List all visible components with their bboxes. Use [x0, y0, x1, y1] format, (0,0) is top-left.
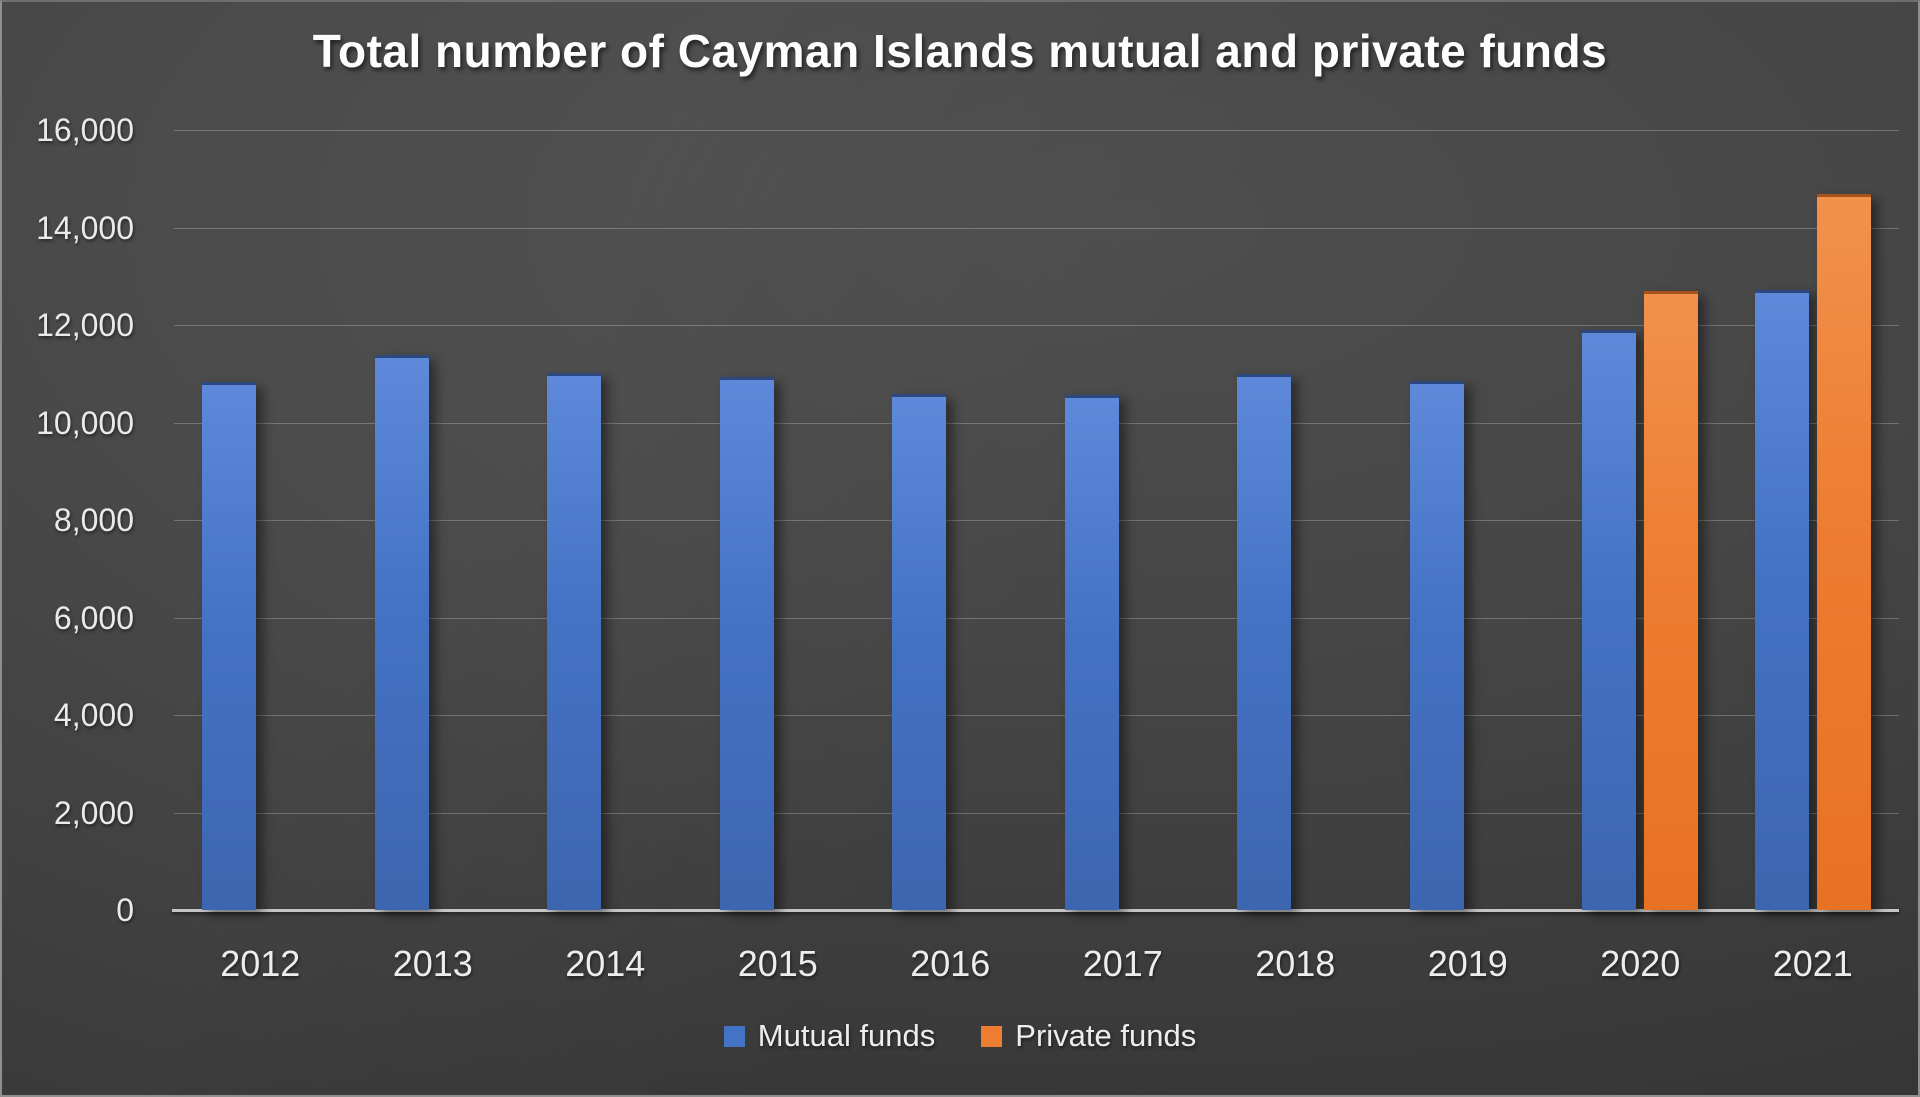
x-axis-label-2020: 2020: [1600, 943, 1681, 984]
gridline-4-000: [174, 715, 1899, 716]
x-axis-label-2018: 2018: [1255, 943, 1336, 984]
bar-mutual-funds-2020: [1582, 330, 1637, 910]
bar-mutual-funds-2021: [1754, 290, 1809, 910]
x-axis-label-2016: 2016: [910, 943, 991, 984]
bar-mutual-funds-2017: [1064, 395, 1119, 910]
y-axis-label-10-000: 10,000: [36, 404, 134, 441]
y-axis-label-12-000: 12,000: [36, 307, 134, 343]
bar-mutual-funds-2013: [374, 355, 429, 910]
x-axis-label-2013: 2013: [392, 943, 473, 984]
bar-mutual-funds-2014: [547, 373, 602, 910]
y-axis-label-4-000: 4,000: [53, 697, 134, 733]
x-axis-label-2012: 2012: [220, 943, 301, 984]
legend-item-private-funds: Private funds: [981, 1018, 1196, 1054]
bar-mutual-funds-2012: [202, 381, 257, 910]
gridline-2-000: [174, 812, 1899, 814]
gridline-10-000: [174, 422, 1899, 424]
gridline-6-000: [174, 617, 1899, 619]
legend-label-mutual-funds: Mutual funds: [757, 1018, 936, 1053]
gridline-12-000: [174, 325, 1899, 326]
y-axis-label-2-000: 2,000: [53, 794, 134, 831]
y-axis-label-8-000: 8,000: [53, 502, 134, 538]
x-axis-label-2017: 2017: [1082, 943, 1163, 984]
bar-mutual-funds-2019: [1409, 380, 1464, 910]
x-axis-label-2021: 2021: [1772, 943, 1853, 984]
x-axis-label-2019: 2019: [1427, 943, 1508, 984]
legend-swatch-icon-private-funds: [981, 1025, 1003, 1047]
y-axis-label-0: 0: [116, 892, 134, 928]
legend: Mutual funds Private funds: [2, 1018, 1918, 1054]
x-axis-label-2015: 2015: [737, 943, 818, 984]
bar-private-funds-2020: [1644, 291, 1699, 910]
chart-title: Total number of Cayman Islands mutual an…: [312, 25, 1608, 77]
y-axis-label-6-000: 6,000: [53, 599, 134, 636]
y-axis-label-16-000: 16,000: [36, 112, 134, 148]
legend-label-private-funds: Private funds: [1015, 1018, 1197, 1053]
plot-area: [172, 130, 1899, 912]
gridline-14-000: [174, 227, 1899, 229]
bar-mutual-funds-2016: [892, 393, 947, 910]
gridline-16-000: [174, 130, 1899, 131]
bar-private-funds-2021: [1816, 194, 1871, 910]
gridline-8-000: [174, 520, 1899, 521]
x-axis-label-2014: 2014: [565, 943, 646, 984]
bar-mutual-funds-2015: [719, 376, 774, 910]
bar-mutual-funds-2018: [1237, 374, 1292, 910]
y-axis-label-14-000: 14,000: [36, 209, 134, 246]
x-axis-line: [172, 909, 1899, 912]
legend-swatch-icon-mutual-funds: [723, 1025, 745, 1047]
legend-item-mutual-funds: Mutual funds: [723, 1018, 936, 1054]
